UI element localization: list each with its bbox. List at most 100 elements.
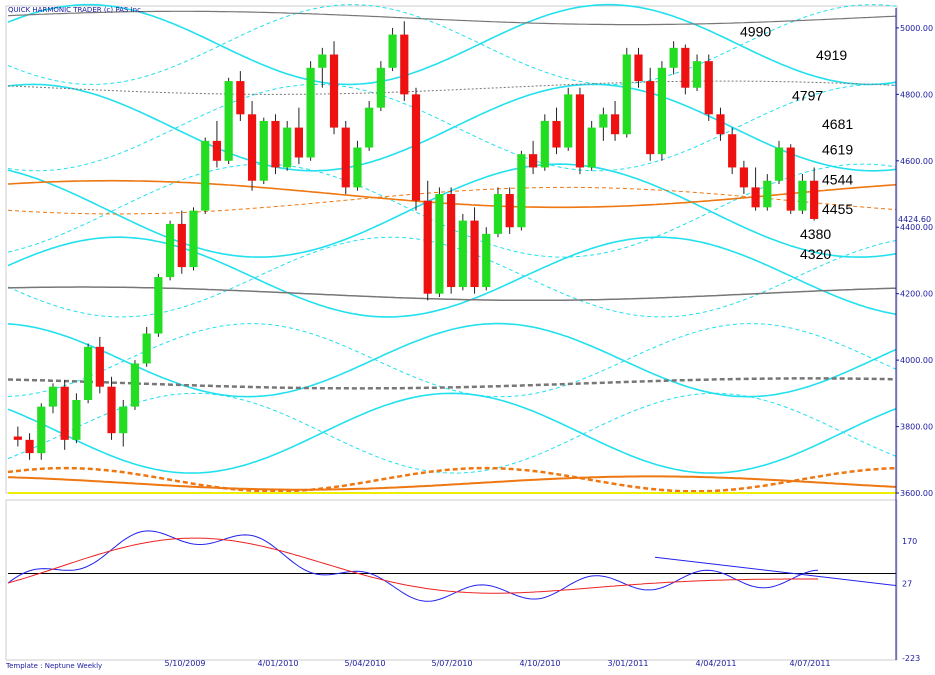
candle [423,180,432,301]
candle-body [353,147,362,188]
candle-body [552,120,561,148]
candle-body [13,436,22,440]
candle [716,107,725,141]
candle-body [739,167,748,188]
candle [692,54,702,92]
candle [13,426,22,447]
cycle-line-19 [7,80,897,95]
date-tick-label: 5/10/2009 [164,659,205,668]
oscillator-slow-line [7,537,818,594]
candle [411,87,421,211]
date-tick-label: 4/01/2010 [257,659,298,668]
candle-body [505,194,514,228]
date-tick-label: 5/07/2010 [431,659,472,668]
candle [704,54,713,121]
candle [84,343,93,404]
level-label-4797: 4797 [792,87,823,103]
cycle-line-12 [7,392,897,474]
candle [247,101,257,191]
candle [25,433,34,460]
level-label-4455: 4455 [822,201,853,217]
candle [505,187,514,234]
candle [283,120,292,171]
candle [353,140,362,191]
price-tick-label: 3800.00 [900,423,933,432]
cycle-line-10 [7,323,897,398]
candle [493,187,503,238]
candle [318,47,327,88]
candle [189,207,198,271]
candle [575,87,585,175]
osc-tick-label: 170 [902,537,917,546]
level-label-4919: 4919 [816,47,847,63]
price-tick-label: 4400.00 [900,223,933,232]
candle [271,114,280,175]
candle-body [587,127,596,168]
candle [329,41,339,135]
candle-body [646,81,655,155]
candle [458,213,467,291]
candle-body [411,94,421,201]
candle [365,101,374,151]
cycle-line-7 [7,236,897,318]
candle-body [189,210,198,268]
candle-body [798,180,807,211]
candle-body [224,81,233,161]
candle-body [212,140,222,161]
candle [798,174,807,214]
cycle-line-20 [7,10,897,26]
candle-body [365,107,374,148]
candle-body [388,34,397,68]
candle [587,120,596,171]
candle-body [107,386,116,434]
candle-body [447,194,456,288]
candle [60,380,69,450]
candle [634,47,643,88]
chart-header: QUICK HARMONIC TRADER (c) PAS Inc. [8,6,143,14]
candle-body [25,439,34,454]
candle-body [165,223,175,278]
level-label-4681: 4681 [822,116,853,132]
candle [388,27,397,72]
cycle-line-1 [7,3,897,86]
oscillator-panel-frame [5,499,898,661]
candle-body [657,67,667,155]
level-labels: 4990 4919 4797 4681 4619 4544 4455 4380 4320 [740,23,853,262]
candle-body [37,406,46,454]
candle-body [564,94,573,148]
candle [212,120,222,168]
candle-body [458,220,467,288]
candle-body [341,127,350,188]
cycle-line-18 [7,377,897,390]
candle [107,376,116,440]
candle-body [540,120,549,168]
candle [657,61,667,161]
candle [72,393,81,444]
candle-body [306,67,315,158]
candle [306,61,315,161]
candle [400,21,409,102]
candle-body [575,94,585,168]
candle-body [259,120,268,181]
level-label-4619: 4619 [822,141,853,157]
candle-body [294,127,303,158]
level-label-4380: 4380 [800,226,831,242]
cycle-line-16 [7,475,897,491]
date-tick-label: 5/04/2010 [344,659,385,668]
candle-body [728,134,737,168]
cycle-line-14 [7,186,897,215]
candle-body [84,346,93,400]
candle [447,187,456,294]
level-label-4320: 4320 [800,246,831,262]
cycle-line-15 [7,466,897,493]
candle [294,107,303,165]
candle-body [482,233,491,288]
candle [154,273,163,337]
axes: 3600.00 3800.00 4000.00 4200.00 4400.00 4600.… [164,8,933,668]
candle-body [634,54,643,82]
level-label-4544: 4544 [822,171,853,187]
osc-tick-label: 27 [902,579,912,588]
price-tick-label: 4000.00 [900,356,933,365]
